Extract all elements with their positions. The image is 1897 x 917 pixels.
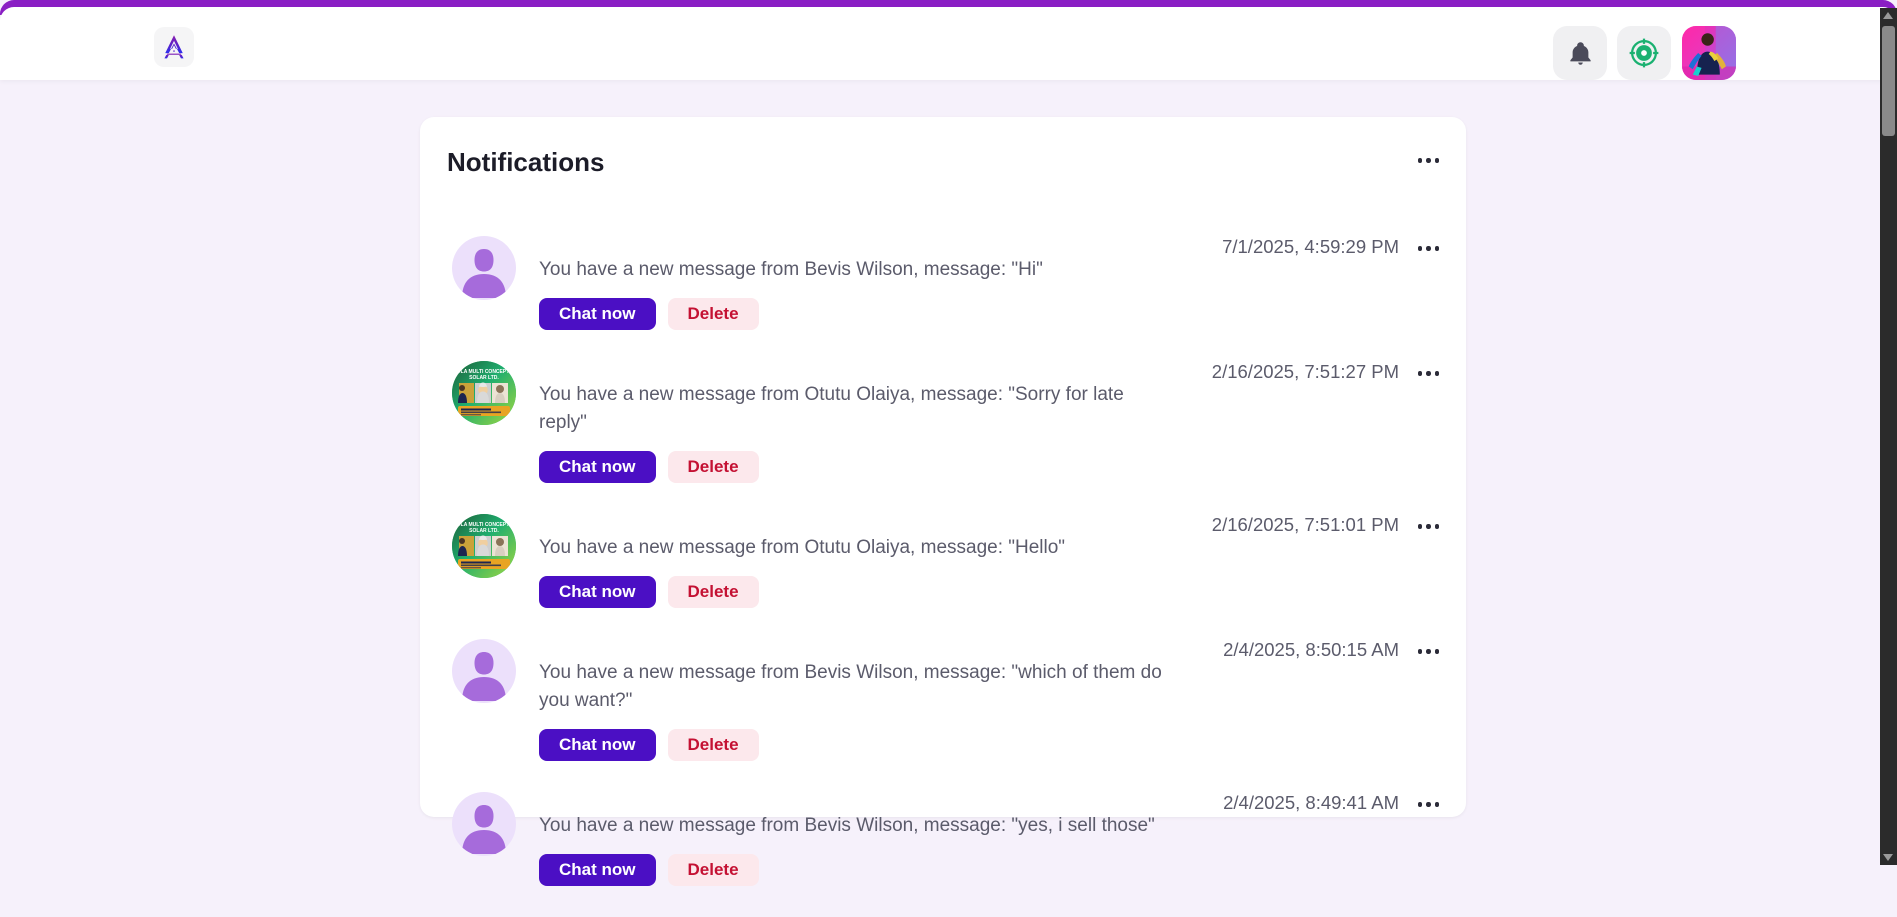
svg-text:SOLAR LTD.: SOLAR LTD. xyxy=(469,375,499,381)
svg-text:SOLAR LTD.: SOLAR LTD. xyxy=(469,528,499,534)
